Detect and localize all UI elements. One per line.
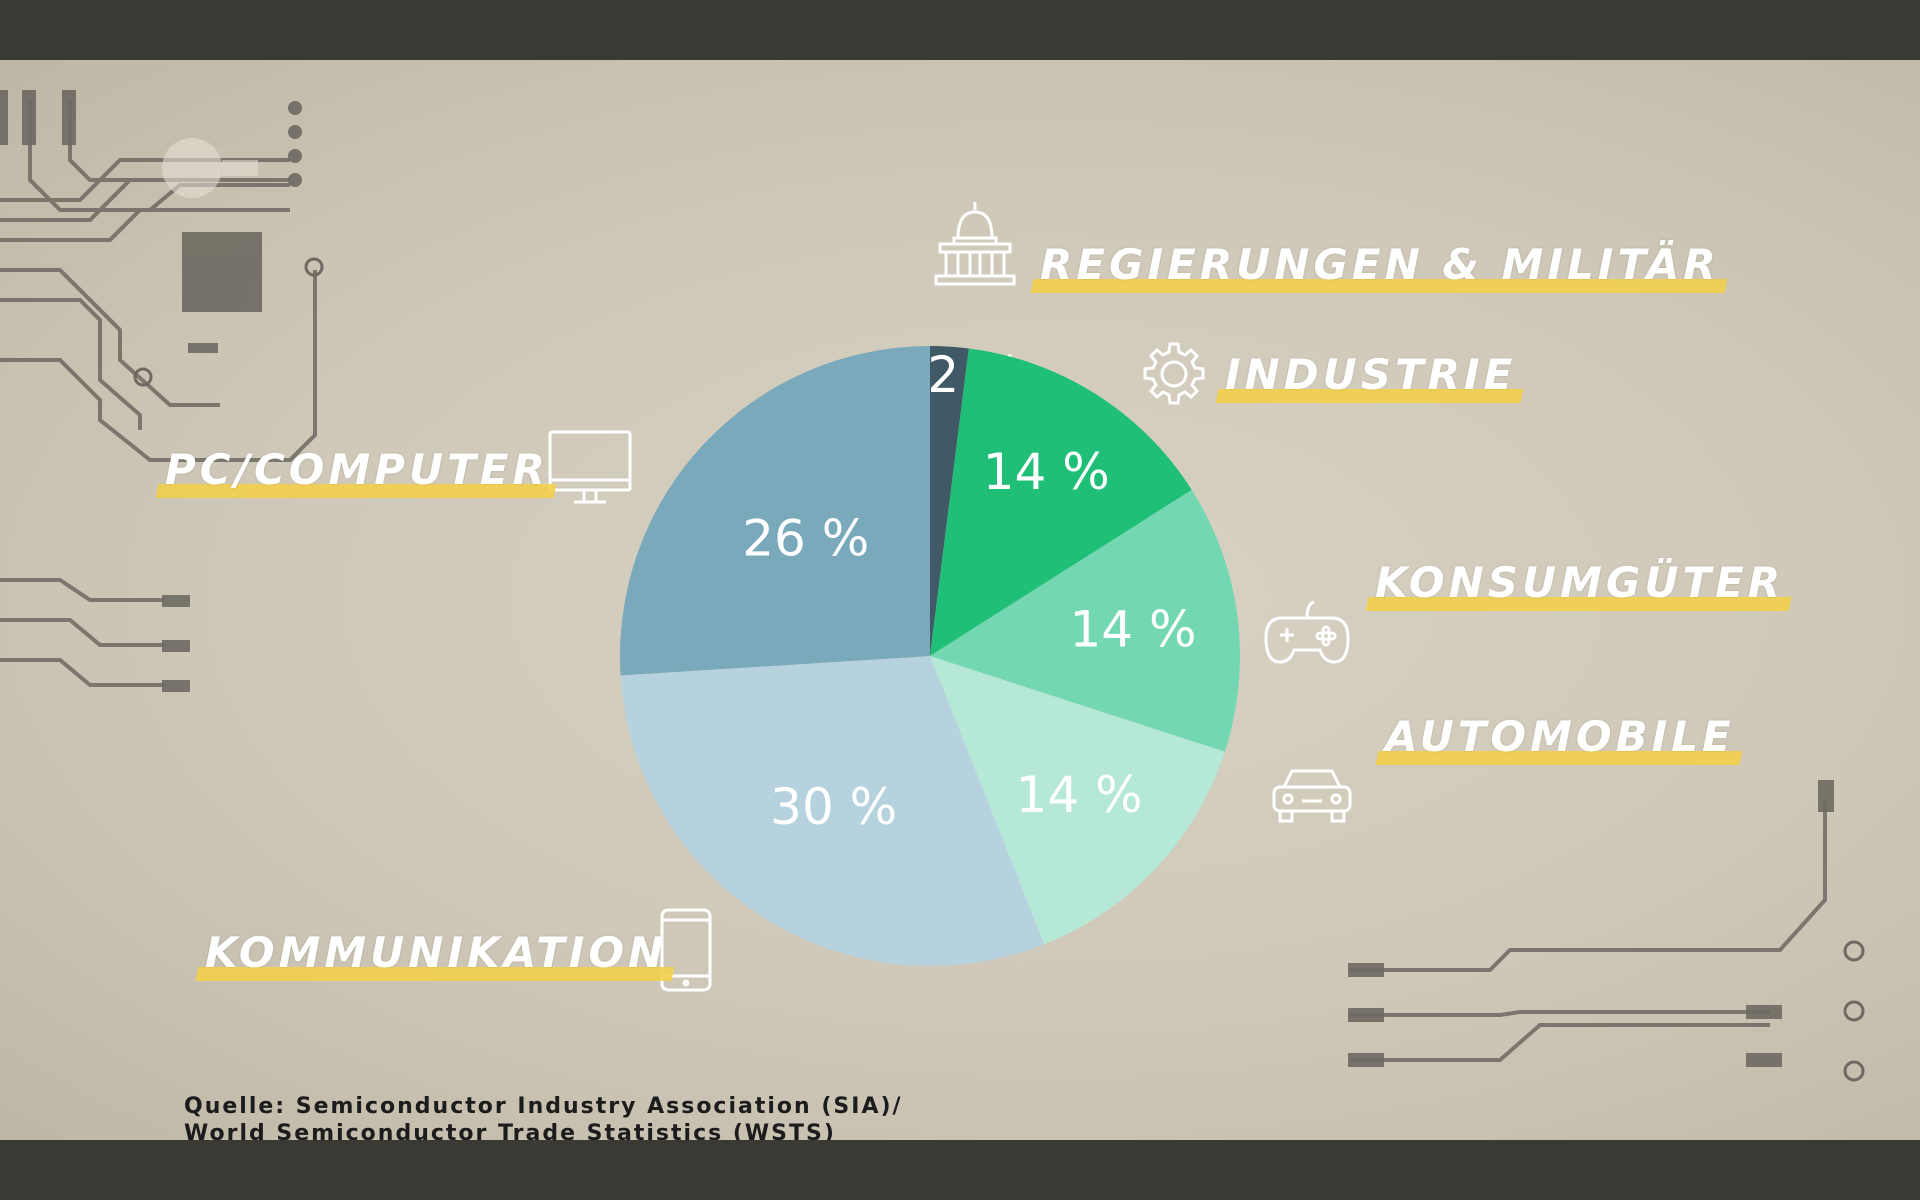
gear-icon	[1143, 342, 1205, 405]
pct-label-pc-computer: 26 %	[742, 509, 869, 567]
pct-label-konsumgueter: 14 %	[1069, 600, 1196, 658]
source-line-2: World Semiconductor Trade Statistics (WS…	[184, 1121, 836, 1140]
circuit-decoration	[0, 90, 1865, 1082]
capitol-building-icon	[934, 202, 1016, 286]
top-letterbox-bar	[0, 0, 1920, 60]
gamepad-icon	[1264, 600, 1350, 664]
pct-label-automobile: 14 %	[1016, 766, 1143, 824]
pie-slice-regierungen-militaer	[930, 346, 969, 656]
car-icon	[1272, 769, 1352, 823]
pie-slice-kommunikation	[620, 656, 1045, 967]
pie-slice-konsumgueter	[930, 489, 1240, 752]
pie-slice-industrie	[930, 348, 1192, 656]
infographic-stage: 2 %14 %14 %14 %30 %26 % REGIERUNGEN & MI…	[0, 60, 1920, 1140]
pie-chart: 2 %14 %14 %14 %30 %26 %	[620, 346, 1240, 967]
source-note: Quelle: Semiconductor Industry Associati…	[184, 1093, 903, 1140]
source-line-1: Quelle: Semiconductor Industry Associati…	[184, 1094, 903, 1119]
bottom-letterbox-bar	[0, 1140, 1920, 1200]
pie-slice-automobile	[930, 656, 1225, 945]
pie-slice-pc-computer	[620, 346, 930, 676]
monitor-icon	[548, 430, 632, 504]
pct-label-kommunikation: 30 %	[770, 778, 897, 836]
pct-label-industrie: 14 %	[983, 443, 1110, 501]
